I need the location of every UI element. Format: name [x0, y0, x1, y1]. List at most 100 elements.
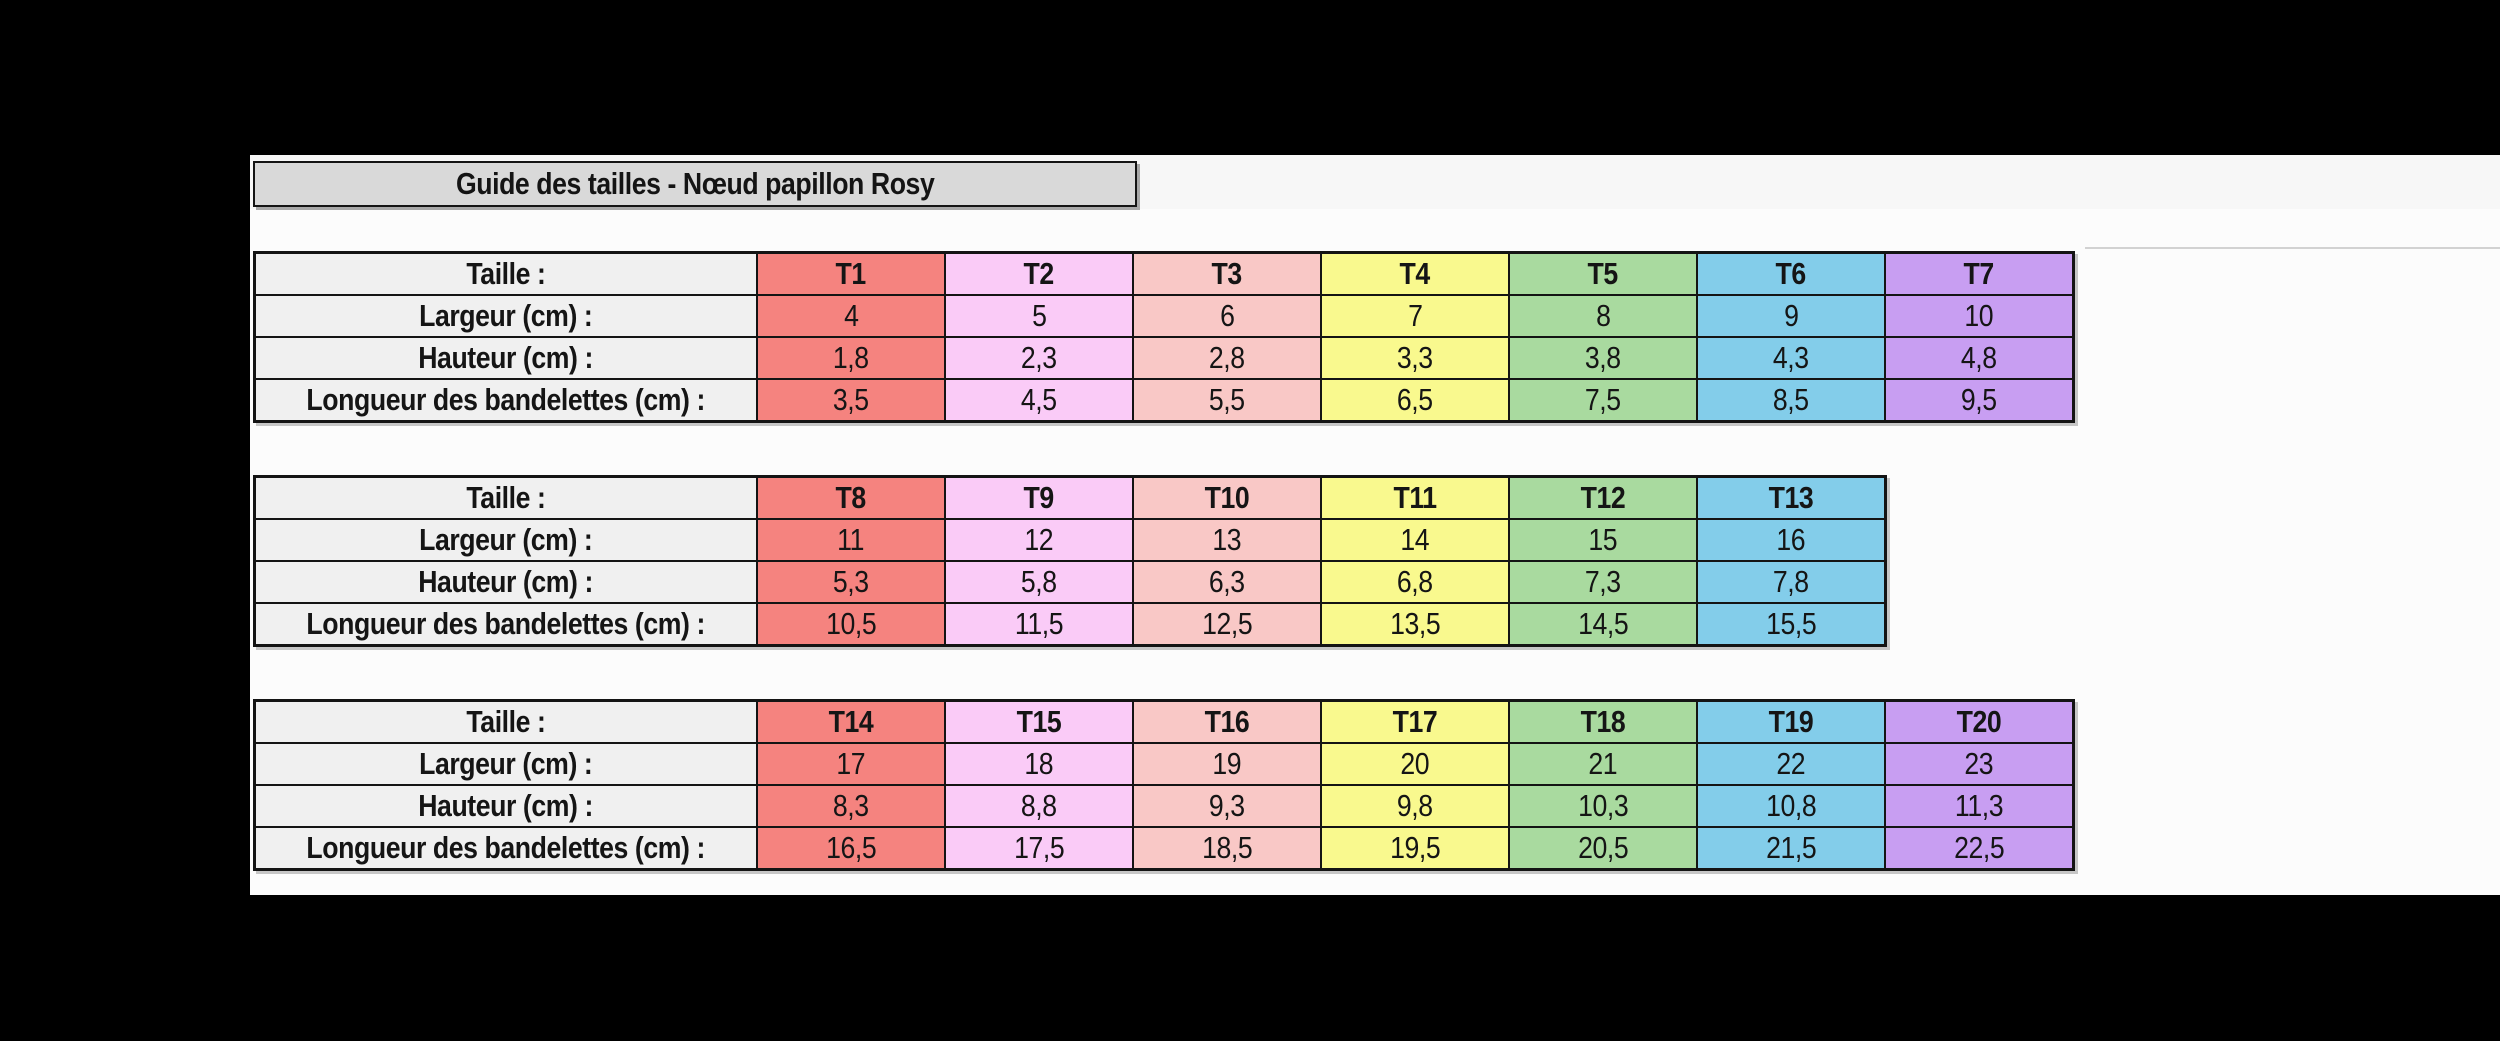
size-header-cell: T11: [1320, 475, 1510, 520]
cell-value: 13: [1212, 522, 1242, 557]
row-label-cell: Longueur des bandelettes (cm) :: [253, 826, 758, 871]
size-label: T13: [1768, 480, 1814, 515]
size-label: T19: [1768, 704, 1814, 739]
size-label: T5: [1587, 256, 1619, 291]
row-label-cell: Largeur (cm) :: [253, 518, 758, 562]
cell-value: 18: [1024, 746, 1054, 781]
longueur-value-cell: 13,5: [1320, 602, 1510, 647]
row-label-cell: Longueur des bandelettes (cm) :: [253, 602, 758, 647]
size-header-cell: T7: [1884, 251, 2075, 296]
cell-value: 7: [1407, 298, 1423, 333]
size-header-cell: T17: [1320, 699, 1510, 744]
size-header-cell: T1: [756, 251, 946, 296]
cell-value: 3,8: [1585, 340, 1621, 375]
table-row: Largeur (cm) : 11 12 13 14 15 16: [253, 518, 1887, 562]
cell-value: 15,5: [1765, 606, 1817, 641]
hauteur-value-cell: 5,8: [944, 560, 1134, 604]
hauteur-value-cell: 1,8: [756, 336, 946, 380]
longueur-value-cell: 16,5: [756, 826, 946, 871]
cell-value: 7,8: [1773, 564, 1809, 599]
cell-value: 8,8: [1021, 788, 1057, 823]
row-label: Taille :: [466, 480, 546, 515]
largeur-value-cell: 21: [1508, 742, 1698, 786]
longueur-value-cell: 14,5: [1508, 602, 1698, 647]
size-label: T3: [1211, 256, 1243, 291]
size-table-2: Taille : T8 T9 T10 T11 T12 T13 Largeur (cm) : 11…: [253, 475, 1887, 647]
cell-value: 6,3: [1209, 564, 1245, 599]
row-label-cell: Hauteur (cm) :: [253, 336, 758, 380]
cell-value: 8,3: [833, 788, 869, 823]
size-header-cell: T10: [1132, 475, 1322, 520]
cell-value: 21,5: [1765, 830, 1817, 865]
hauteur-value-cell: 8,3: [756, 784, 946, 828]
longueur-value-cell: 6,5: [1320, 378, 1510, 423]
row-label: Taille :: [466, 256, 546, 291]
cell-value: 17,5: [1013, 830, 1065, 865]
cell-value: 23: [1964, 746, 1994, 781]
cell-value: 22: [1776, 746, 1806, 781]
cell-value: 9,3: [1209, 788, 1245, 823]
largeur-value-cell: 10: [1884, 294, 2075, 338]
longueur-value-cell: 18,5: [1132, 826, 1322, 871]
title-box: Guide des tailles - Nœud papillon Rosy: [253, 161, 1137, 207]
size-header-cell: T8: [756, 475, 946, 520]
longueur-value-cell: 9,5: [1884, 378, 2075, 423]
row-label: Largeur (cm) :: [419, 746, 593, 781]
hauteur-value-cell: 4,8: [1884, 336, 2075, 380]
size-label: T7: [1963, 256, 1995, 291]
hauteur-value-cell: 6,8: [1320, 560, 1510, 604]
cell-value: 10,5: [825, 606, 877, 641]
cell-value: 16: [1776, 522, 1806, 557]
hauteur-value-cell: 2,3: [944, 336, 1134, 380]
cell-value: 4,3: [1773, 340, 1809, 375]
table-row: Largeur (cm) : 17 18 19 20 21 22 23: [253, 742, 2075, 786]
table-row: Taille : T14 T15 T16 T17 T18 T19 T20: [253, 699, 2075, 744]
cell-value: 19: [1212, 746, 1242, 781]
longueur-value-cell: 21,5: [1696, 826, 1886, 871]
size-header-cell: T5: [1508, 251, 1698, 296]
hauteur-value-cell: 9,3: [1132, 784, 1322, 828]
size-label: T8: [835, 480, 867, 515]
hauteur-value-cell: 6,3: [1132, 560, 1322, 604]
size-table-1: Taille : T1 T2 T3 T4 T5 T6 T7 Largeur (cm) : 4 5 6 7…: [253, 251, 2075, 423]
cell-value: 5,5: [1209, 382, 1245, 417]
table-row: Taille : T1 T2 T3 T4 T5 T6 T7: [253, 251, 2075, 296]
table-row: Hauteur (cm) : 8,3 8,8 9,3 9,8 10,3 10,8 11,3: [253, 784, 2075, 828]
hauteur-value-cell: 4,3: [1696, 336, 1886, 380]
row-label-cell: Taille :: [253, 699, 758, 744]
cell-value: 7,5: [1585, 382, 1621, 417]
largeur-value-cell: 6: [1132, 294, 1322, 338]
size-header-cell: T13: [1696, 475, 1887, 520]
cell-value: 11,5: [1014, 606, 1064, 641]
cell-value: 20,5: [1577, 830, 1629, 865]
size-header-cell: T4: [1320, 251, 1510, 296]
hauteur-value-cell: 8,8: [944, 784, 1134, 828]
longueur-value-cell: 15,5: [1696, 602, 1887, 647]
cell-value: 4,8: [1961, 340, 1997, 375]
cell-value: 6,5: [1397, 382, 1433, 417]
row-label: Longueur des bandelettes (cm) :: [306, 830, 706, 865]
cell-value: 13,5: [1389, 606, 1441, 641]
cell-value: 5,8: [1021, 564, 1057, 599]
size-label: T6: [1775, 256, 1807, 291]
table-row: Hauteur (cm) : 1,8 2,3 2,8 3,3 3,8 4,3 4,8: [253, 336, 2075, 380]
cell-value: 22,5: [1953, 830, 2005, 865]
longueur-value-cell: 8,5: [1696, 378, 1886, 423]
row-label-cell: Largeur (cm) :: [253, 742, 758, 786]
size-label: T14: [828, 704, 874, 739]
cell-value: 15: [1588, 522, 1618, 557]
longueur-value-cell: 19,5: [1320, 826, 1510, 871]
row-label-cell: Largeur (cm) :: [253, 294, 758, 338]
cell-value: 1,8: [833, 340, 869, 375]
table-row: Hauteur (cm) : 5,3 5,8 6,3 6,8 7,3 7,8: [253, 560, 1887, 604]
table-row: Largeur (cm) : 4 5 6 7 8 9 10: [253, 294, 2075, 338]
hauteur-value-cell: 3,3: [1320, 336, 1510, 380]
row-label: Largeur (cm) :: [419, 298, 593, 333]
table-row: Longueur des bandelettes (cm) : 16,5 17,5 1…: [253, 826, 2075, 871]
size-header-cell: T2: [944, 251, 1134, 296]
cell-value: 9,8: [1397, 788, 1433, 823]
cell-value: 2,3: [1021, 340, 1057, 375]
cell-value: 7,3: [1585, 564, 1621, 599]
size-header-cell: T16: [1132, 699, 1322, 744]
